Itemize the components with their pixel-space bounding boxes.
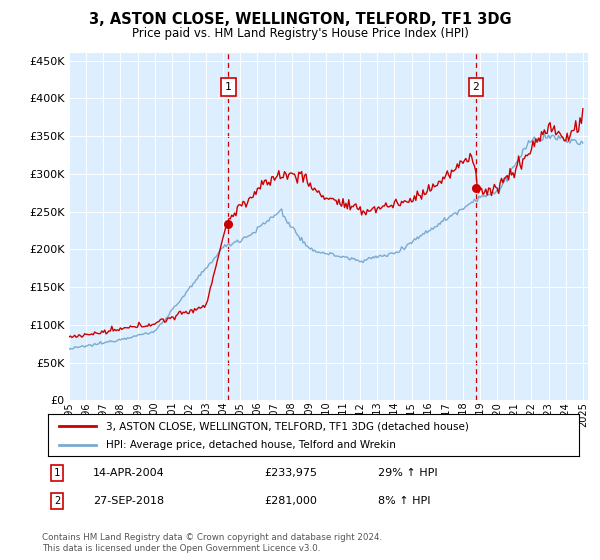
Text: £233,975: £233,975 [264,468,317,478]
Text: HPI: Average price, detached house, Telford and Wrekin: HPI: Average price, detached house, Telf… [106,440,396,450]
Text: 8% ↑ HPI: 8% ↑ HPI [378,496,431,506]
Text: 2: 2 [472,82,479,92]
Text: 29% ↑ HPI: 29% ↑ HPI [378,468,437,478]
Text: 1: 1 [225,82,232,92]
Text: 3, ASTON CLOSE, WELLINGTON, TELFORD, TF1 3DG: 3, ASTON CLOSE, WELLINGTON, TELFORD, TF1… [89,12,511,27]
Text: 3, ASTON CLOSE, WELLINGTON, TELFORD, TF1 3DG (detached house): 3, ASTON CLOSE, WELLINGTON, TELFORD, TF1… [106,421,469,431]
Text: 1: 1 [54,468,60,478]
Text: £281,000: £281,000 [264,496,317,506]
Text: 2: 2 [54,496,60,506]
Text: Contains HM Land Registry data © Crown copyright and database right 2024.
This d: Contains HM Land Registry data © Crown c… [42,533,382,553]
Text: 27-SEP-2018: 27-SEP-2018 [93,496,164,506]
Text: 14-APR-2004: 14-APR-2004 [93,468,165,478]
Text: Price paid vs. HM Land Registry's House Price Index (HPI): Price paid vs. HM Land Registry's House … [131,27,469,40]
